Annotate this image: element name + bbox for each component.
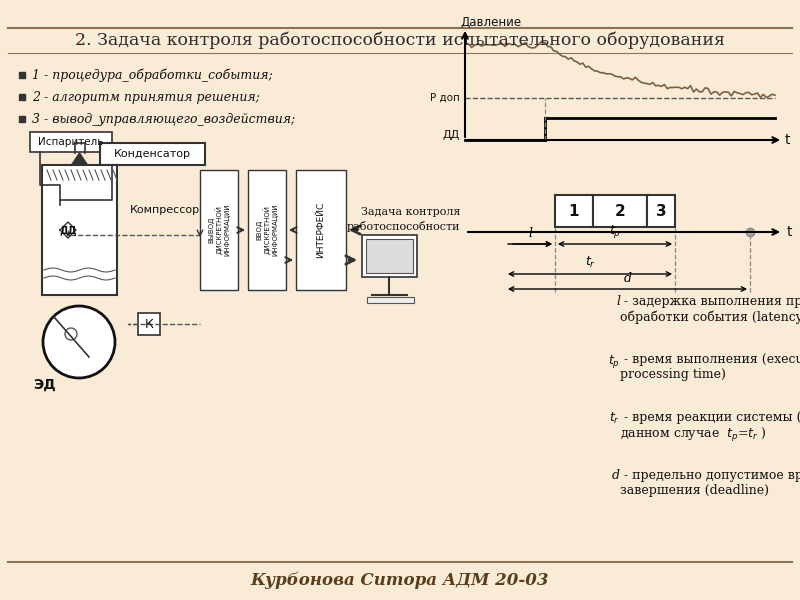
Bar [366,239,413,273]
Text: - время реакции системы (response time; в
данном случае  $t_p$=$t_r$ ): - время реакции системы (response time; … [620,411,800,445]
Bar [200,170,238,290]
Bar [555,195,593,227]
Bar [30,132,112,152]
Text: t: t [786,225,792,239]
Bar [100,143,205,165]
Text: t: t [784,133,790,147]
Text: Р доп: Р доп [430,93,460,103]
Text: Курбонова Ситора АДМ 20-03: Курбонова Ситора АДМ 20-03 [250,571,550,589]
Text: $t_r$: $t_r$ [609,411,620,426]
Bar [42,165,117,295]
Bar [296,170,346,290]
Text: ЭД: ЭД [34,378,56,392]
Text: d: d [623,272,631,285]
Text: - предельно допустимое время
завершения (deadline): - предельно допустимое время завершения … [620,469,800,497]
Text: 1 - процедура_обработки_события;: 1 - процедура_обработки_события; [32,68,273,82]
Polygon shape [71,153,87,165]
Text: 2: 2 [614,203,626,218]
Text: $t_p$: $t_p$ [608,353,620,370]
Text: Конденсатор: Конденсатор [114,149,191,159]
Text: ВВОД
ДИСКРЕТНОЙ
ИНФОРМАЦИИ: ВВОД ДИСКРЕТНОЙ ИНФОРМАЦИИ [256,203,278,256]
Text: l: l [616,295,620,308]
Text: $t_p$: $t_p$ [609,223,621,240]
Bar [248,170,286,290]
Text: 1: 1 [569,203,579,218]
Text: Испаритель: Испаритель [38,137,104,147]
Text: ВЫВОД
ДИСКРЕТНОЙ
ИНФОРМАЦИИ: ВЫВОД ДИСКРЕТНОЙ ИНФОРМАЦИИ [208,203,230,256]
Text: К: К [145,317,154,331]
Text: работоспособности: работоспособности [346,221,460,232]
Text: - время выполнения (execution time,
processing time): - время выполнения (execution time, proc… [620,353,800,381]
Text: d: d [612,469,620,482]
Text: ДД: ДД [59,225,77,235]
Bar [647,195,675,227]
Bar [138,313,160,335]
Bar [367,297,414,303]
Text: 3 - вывод_управляющего_воздействия;: 3 - вывод_управляющего_воздействия; [32,113,295,125]
Text: Задача контроля: Задача контроля [361,207,460,217]
Circle shape [43,306,115,378]
Circle shape [65,328,77,340]
Text: 3: 3 [656,203,666,218]
Text: ДД: ДД [442,130,460,140]
Text: Компрессор: Компрессор [130,205,200,215]
Text: 2 - алгоритм принятия решения;: 2 - алгоритм принятия решения; [32,91,260,103]
Text: ИНТЕРФЕЙС: ИНТЕРФЕЙС [317,202,326,258]
Bar [362,235,417,277]
Text: - задержка выполнения процедуры
обработки события (latency): - задержка выполнения процедуры обработк… [620,295,800,323]
Bar [593,195,647,227]
Text: l: l [528,227,532,240]
Text: Давление: Давление [460,16,521,28]
Text: 2. Задача контроля работоспособности испытательного оборудования: 2. Задача контроля работоспособности исп… [75,31,725,49]
Text: $t_r$: $t_r$ [585,255,595,270]
